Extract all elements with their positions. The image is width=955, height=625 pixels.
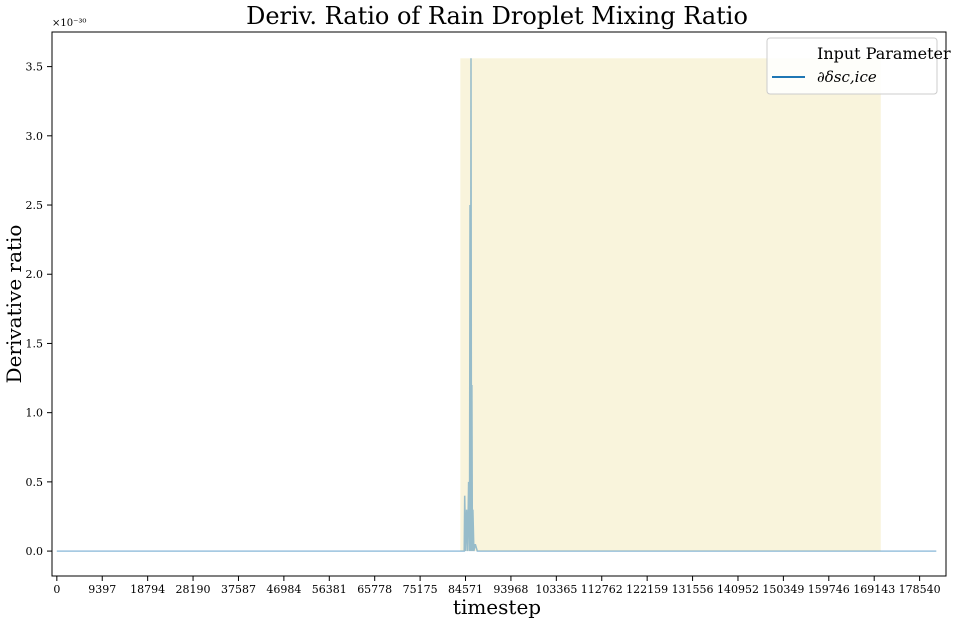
x-tick-label: 131556: [672, 583, 714, 596]
x-axis: 0 9397 18794 28190 37587 46984 56381 65778 75175…: [53, 576, 941, 596]
x-tick-label: 56381: [312, 583, 347, 596]
legend-entry: ∂δsc,ice: [817, 68, 877, 86]
x-tick-label: 84571: [448, 583, 483, 596]
x-tick-label: 28190: [176, 583, 211, 596]
y-axis-offset-label: ×10⁻³⁰: [52, 18, 86, 29]
x-tick-label: 112762: [581, 583, 623, 596]
shaded-region: [460, 58, 881, 552]
legend-box: [766, 37, 938, 95]
y-tick-label: 3.5: [26, 61, 44, 74]
x-tick-label: 103365: [535, 583, 577, 596]
x-tick-label: 122159: [626, 583, 668, 596]
y-tick-label: 1.5: [26, 337, 44, 350]
x-axis-label: timestep: [453, 595, 541, 619]
x-tick-label: 46984: [266, 583, 301, 596]
x-tick-label: 18794: [130, 583, 165, 596]
legend-title: Input Parameter: [817, 44, 951, 63]
y-axis-label: Derivative ratio: [2, 225, 26, 384]
x-tick-label: 150349: [762, 583, 804, 596]
y-tick-label: 1.0: [26, 407, 44, 420]
x-tick-label: 37587: [221, 583, 256, 596]
x-tick-label: 93968: [493, 583, 528, 596]
x-tick-label: 140952: [717, 583, 759, 596]
series-line-0: [56, 58, 937, 552]
x-tick-label: 9397: [88, 583, 116, 596]
x-tick-label: 178540: [899, 583, 941, 596]
x-tick-label: 159746: [808, 583, 850, 596]
x-tick-label: 65778: [357, 583, 392, 596]
y-tick-label: 0.0: [26, 545, 44, 558]
x-tick-label: 75175: [403, 583, 438, 596]
series-layer: [56, 58, 937, 552]
y-axis: 0.0 0.5 1.0 1.5 2.0 2.5 3.0 3.5: [26, 61, 52, 558]
y-tick-label: 2.0: [26, 268, 44, 281]
shaded-region-layer: [460, 58, 881, 552]
y-tick-label: 3.0: [26, 130, 44, 143]
x-tick-label: 169143: [853, 583, 895, 596]
chart-title: Deriv. Ratio of Rain Droplet Mixing Rati…: [246, 2, 748, 30]
y-tick-label: 0.5: [26, 476, 44, 489]
legend: Input Parameter ∂δsc,ice: [766, 37, 951, 95]
y-tick-label: 2.5: [26, 199, 44, 212]
x-tick-label: 0: [53, 583, 60, 596]
plot-frame: [51, 31, 947, 577]
